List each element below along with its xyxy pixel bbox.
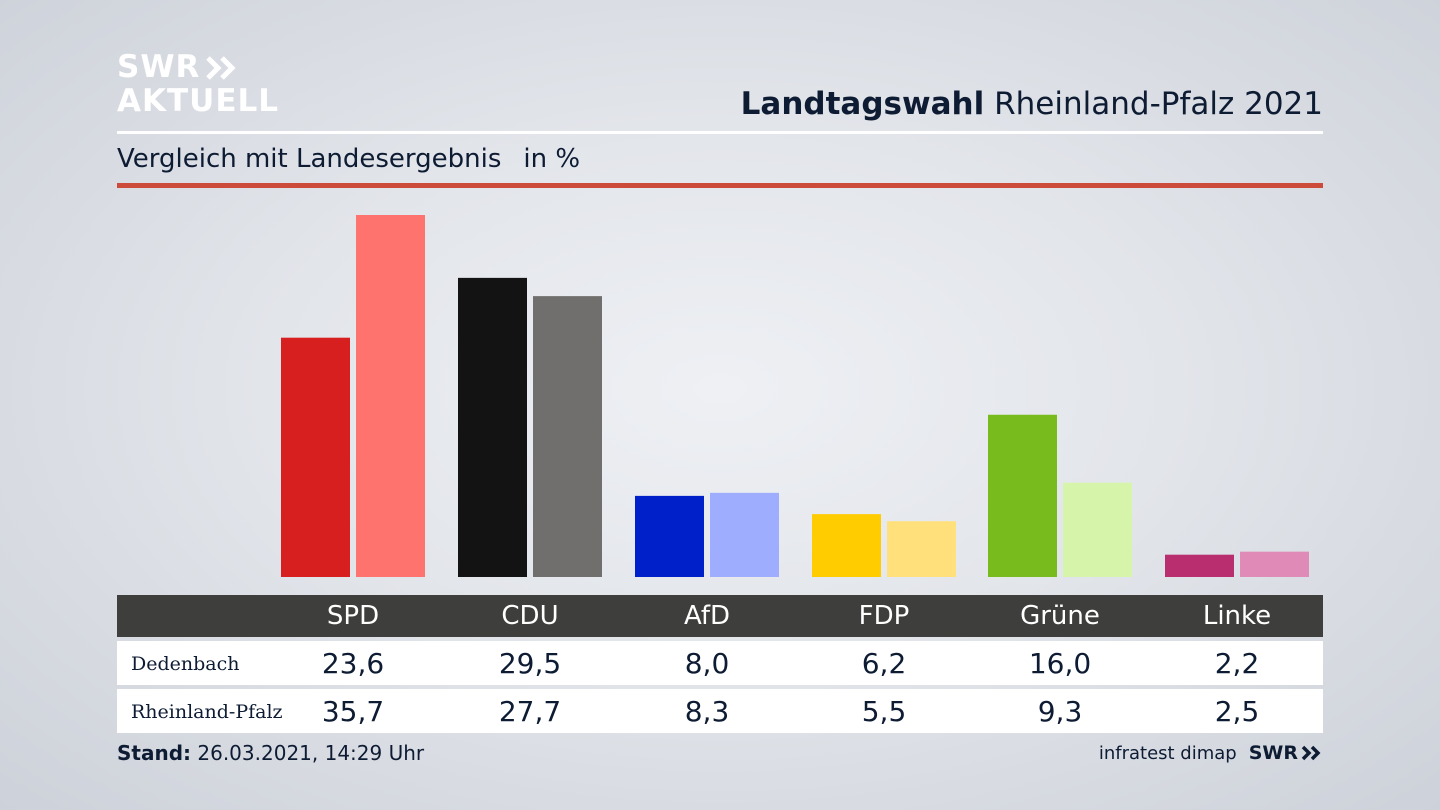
double-chevron-icon (206, 55, 236, 80)
subtitle-text: Vergleich mit Landesergebnis (117, 144, 502, 174)
value-label: 27,7 (498, 695, 562, 728)
bar-fdp-rheinland-pfalz (887, 521, 956, 577)
value-label: 8,0 (684, 647, 730, 680)
column-header: SPD (326, 601, 380, 631)
value-label: 2,5 (1214, 695, 1260, 728)
page-title: Landtagswahl Rheinland-Pfalz 2021 (741, 86, 1323, 122)
logo-line2: AKTUELL (117, 83, 280, 119)
table-row: Dedenbach 23,6 29,5 8,0 6,2 16,0 2,2 (117, 641, 1323, 685)
table-header: SPD CDU AfD FDP Grüne Linke (117, 595, 1323, 637)
title-bold: Landtagswahl (740, 86, 985, 122)
stand-value: 26.03.2021, 14:29 Uhr (197, 741, 425, 765)
bar-chart (281, 215, 1309, 577)
column-header: Grüne (1020, 601, 1100, 631)
logo-line1: SWR (117, 49, 201, 85)
bar-afd-rheinland-pfalz (710, 492, 779, 577)
bar-afd-dedenbach (635, 495, 704, 577)
value-label: 16,0 (1028, 647, 1092, 680)
bar-grne-rheinland-pfalz (1063, 482, 1132, 577)
bar-spd-dedenbach (281, 337, 350, 577)
accent-rule (117, 183, 1323, 188)
value-label: 5,5 (861, 695, 907, 728)
double-chevron-small-icon (1301, 745, 1321, 761)
value-label: 23,6 (321, 647, 385, 680)
column-header: CDU (501, 601, 559, 631)
bar-fdp-dedenbach (812, 514, 881, 577)
header-rule (117, 131, 1323, 134)
column-header: Linke (1202, 601, 1272, 631)
row-label-rheinland-pfalz: Rheinland-Pfalz (131, 701, 283, 723)
bar-cdu-rheinland-pfalz (533, 296, 602, 577)
source-text: infratest dimap (1098, 742, 1237, 764)
subtitle-unit: in % (523, 144, 581, 174)
value-label: 6,2 (861, 647, 907, 680)
value-label: 35,7 (321, 695, 385, 728)
value-label: 8,3 (684, 695, 730, 728)
source-credit: infratest dimap SWR (1099, 742, 1323, 764)
column-header: FDP (858, 601, 910, 631)
bar-grne-dedenbach (988, 414, 1057, 577)
bar-linke-dedenbach (1165, 554, 1234, 577)
value-label: 9,3 (1037, 695, 1083, 728)
swr-brand-text: SWR (1248, 742, 1298, 764)
title-rest: Rheinland-Pfalz 2021 (994, 86, 1323, 122)
bar-linke-rheinland-pfalz (1240, 551, 1309, 577)
stand-label: Stand: (117, 741, 192, 765)
table-row: Rheinland-Pfalz 35,7 27,7 8,3 5,5 9,3 2,5 (117, 689, 1323, 733)
results-table: SPD CDU AfD FDP Grüne Linke Dedenbach 23,6 29,… (117, 595, 1323, 733)
column-header: AfD (683, 601, 731, 631)
subtitle: Vergleich mit Landesergebnis in % (117, 144, 580, 174)
swr-brand: SWR (1249, 742, 1323, 764)
value-label: 29,5 (498, 647, 562, 680)
bar-spd-rheinland-pfalz (356, 215, 425, 577)
value-label: 2,2 (1214, 647, 1260, 680)
row-label-dedenbach: Dedenbach (131, 653, 240, 675)
timestamp: Stand: 26.03.2021, 14:29 Uhr (117, 741, 424, 765)
swr-aktuell-logo: SWR AKTUELL (117, 52, 279, 117)
bar-cdu-dedenbach (458, 277, 527, 577)
